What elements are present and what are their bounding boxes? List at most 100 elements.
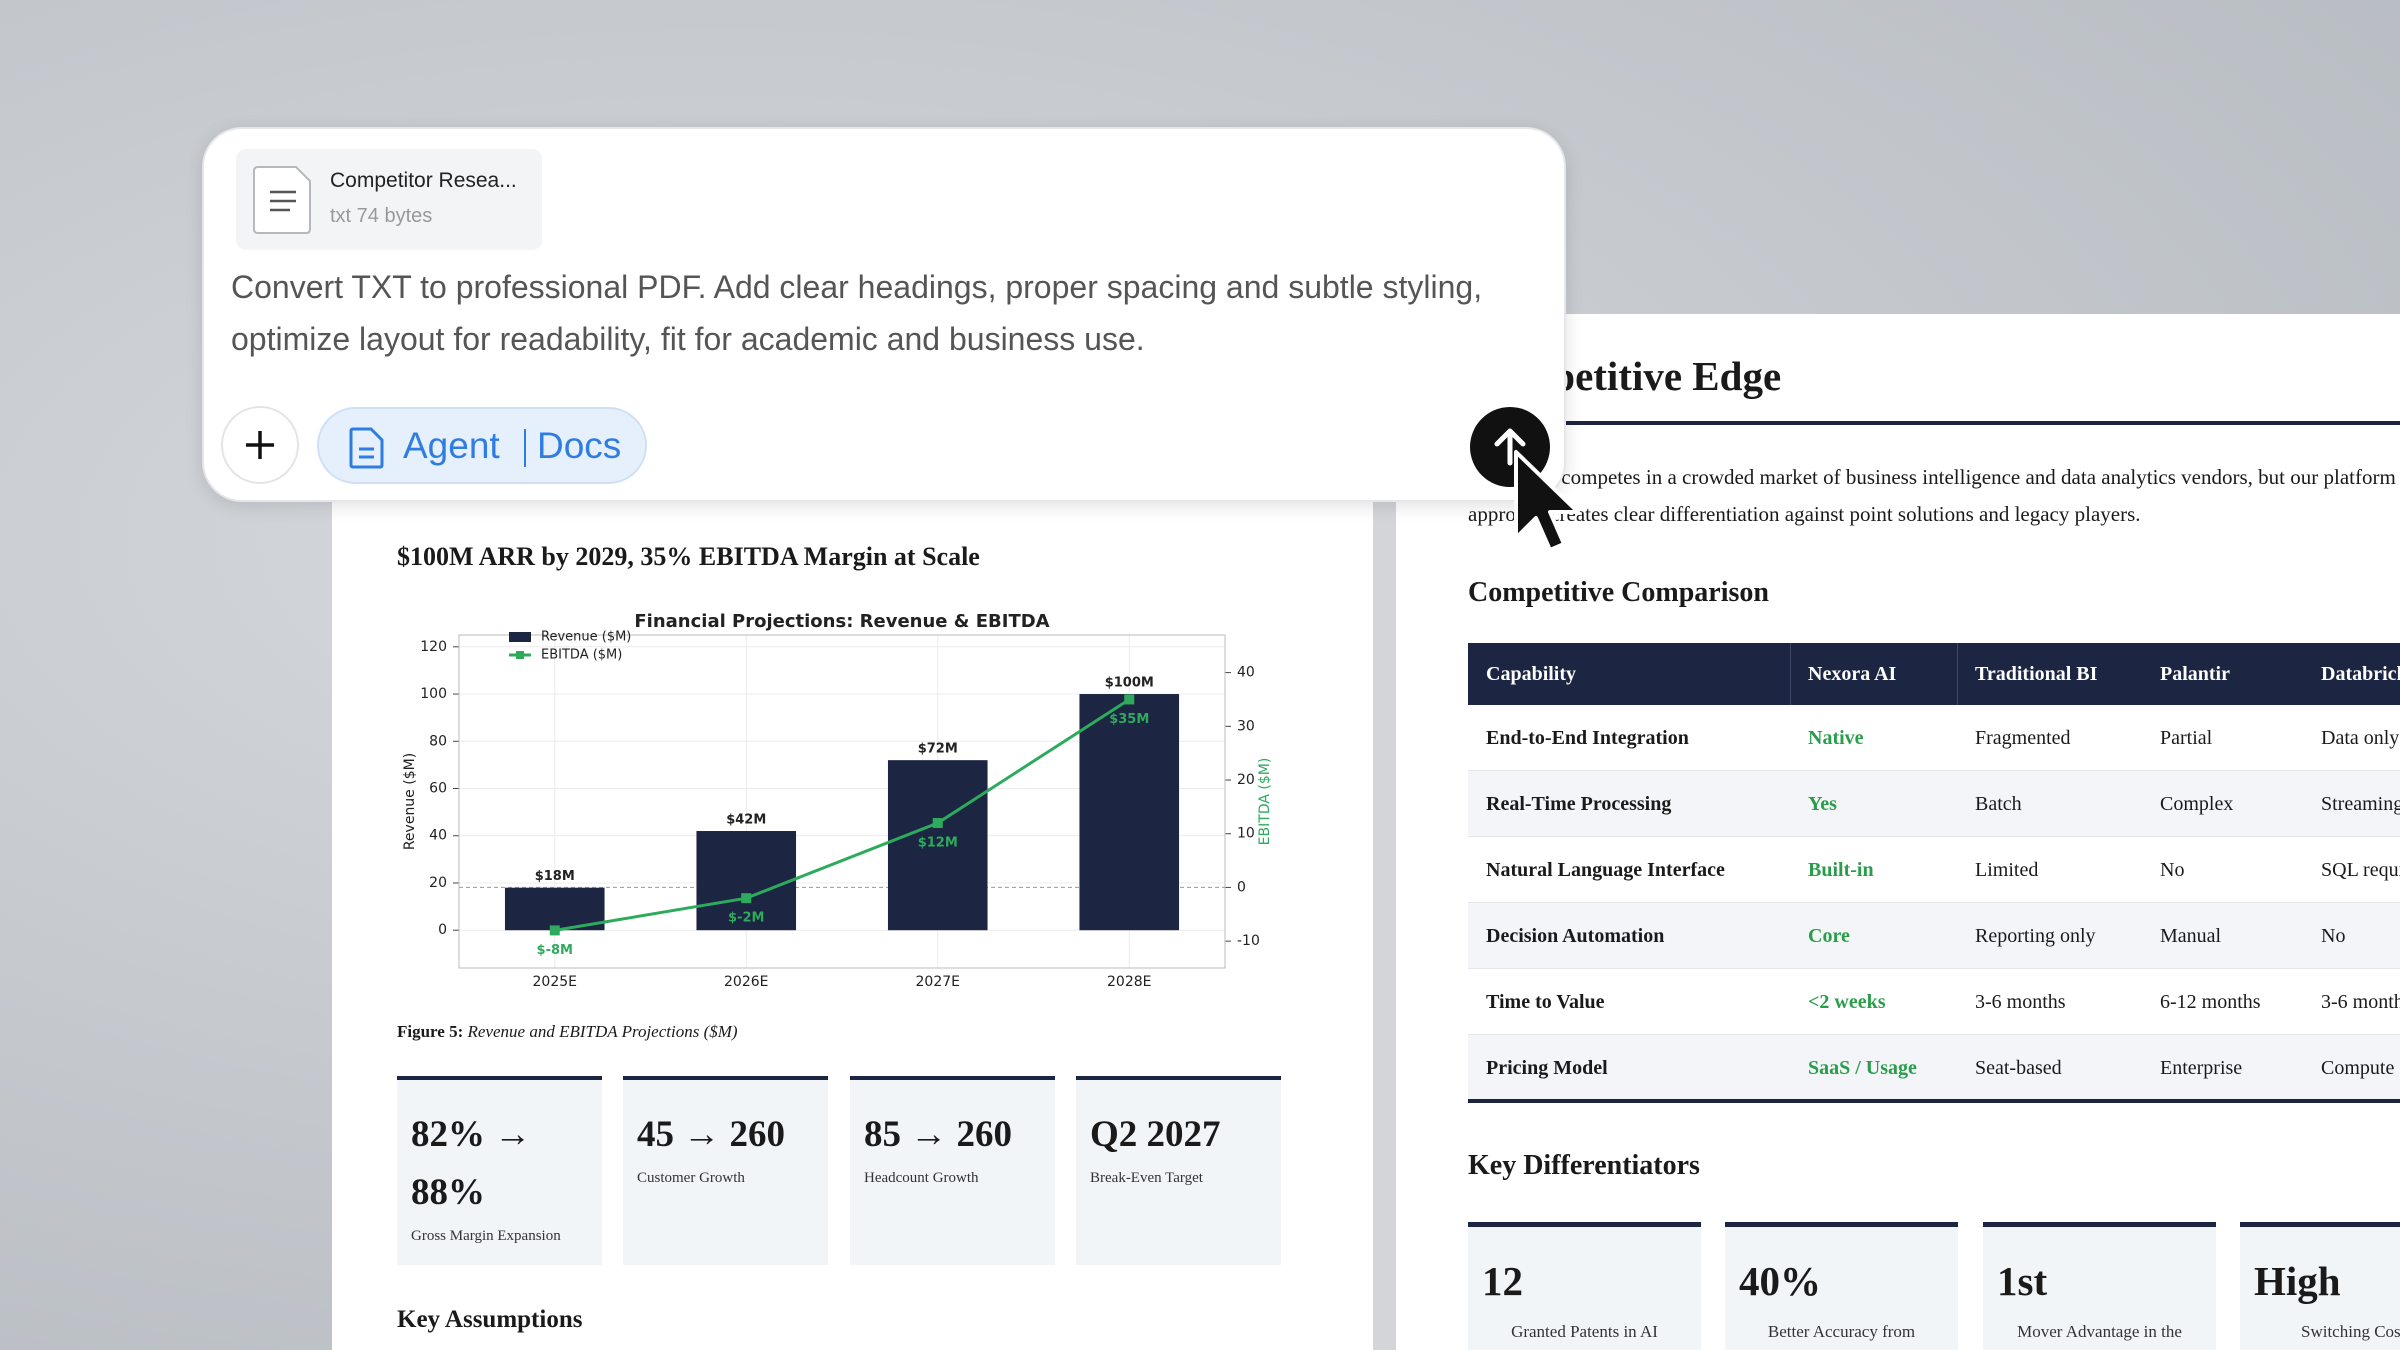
table-header-cell: Nexora AI (1808, 663, 1897, 685)
table-cell: Partial (2160, 727, 2213, 749)
section-heading: Key Assumptions (397, 1306, 583, 1333)
table-cell: Batch (1975, 793, 2022, 815)
bar (696, 831, 797, 931)
figure-caption: Figure 5: Revenue and EBITDA Projections… (397, 1022, 738, 1042)
line-value-label: $12M (918, 835, 958, 850)
x-tick-label: 2027E (916, 974, 960, 990)
y2-tick-label: 40 (1237, 665, 1255, 681)
card-label: Switching Costs (2301, 1322, 2400, 1341)
plot-frame (458, 634, 1226, 969)
prompt-text[interactable]: Convert TXT to professional PDF. Add cle… (231, 269, 1483, 357)
line-marker (1124, 694, 1135, 705)
y-tick-label: 20 (429, 875, 447, 891)
table-cell: Data only (2321, 727, 2400, 749)
card-value: High (2254, 1258, 2341, 1304)
table-cell: Decision Automation (1486, 925, 1665, 947)
table-title: Competitive Comparison (1468, 577, 1769, 608)
table-cell: 6-12 months (2160, 991, 2261, 1013)
table-cell: Streaming (2321, 793, 2400, 815)
kpi-value: Q2 2027 (1090, 1114, 1221, 1155)
kpi-card: 82% → 88% Gross Margin Expansion (397, 1076, 602, 1265)
arrow-up-icon (1494, 428, 1526, 466)
table-cell: Compute (2321, 1057, 2395, 1079)
table-bottom-rule (1468, 1099, 2400, 1103)
table-cell: Fragmented (1975, 727, 2071, 749)
legend-swatch (509, 632, 531, 642)
table-cell: Yes (1808, 793, 1837, 815)
table-cell: Enterprise (2160, 1057, 2243, 1079)
line-marker (741, 893, 752, 904)
line (554, 698, 1131, 932)
kpi-card: 45 → 260 Customer Growth (623, 1076, 828, 1265)
chart-title: Financial Projections: Revenue & EBITDA (634, 611, 1049, 632)
x-tick-label: 2028E (1107, 974, 1151, 990)
y2-tick-label: 10 (1237, 826, 1255, 842)
send-button[interactable] (1470, 407, 1550, 487)
file-chip[interactable]: Competitor Resea... txt 74 bytes (236, 149, 542, 250)
legend-label: Revenue ($M) (541, 630, 631, 645)
agent-mode-pill[interactable]: Agent Docs (317, 407, 647, 484)
diff-card: 40% Better Accuracy from (1725, 1222, 1958, 1350)
table-cell: Native (1808, 727, 1864, 749)
table-cell: SaaS / Usage (1808, 1057, 1917, 1079)
right-document: Competitive Edge Nexora AI competes in a… (1396, 314, 2400, 1350)
diff-card: 12 Granted Patents in AI (1468, 1222, 1701, 1350)
table-header-cell: Traditional BI (1975, 663, 2098, 685)
kpi-label: Headcount Growth (864, 1170, 979, 1186)
table-cell: End-to-End Integration (1486, 727, 1689, 749)
agent-label: Agent (403, 425, 500, 466)
table-cell: 3-6 months (1975, 991, 2066, 1013)
bar-value-label: $18M (535, 869, 575, 884)
separator (524, 429, 526, 467)
legend-marker (516, 651, 524, 659)
kpi-card: Q2 2027 Break-Even Target (1076, 1076, 1281, 1265)
y-tick-label: 100 (420, 686, 447, 702)
add-button[interactable] (221, 406, 299, 484)
row-rule (1468, 770, 2400, 771)
line-value-label: $-2M (728, 911, 764, 926)
file-icon (253, 166, 311, 234)
table-cell: Manual (2160, 925, 2222, 947)
y2-axis-label: EBITDA ($M) (1257, 758, 1273, 846)
legend-label: EBITDA ($M) (541, 648, 622, 663)
table-cell: Complex (2160, 793, 2234, 815)
table-cell: Reporting only (1975, 925, 2096, 947)
caption-label: Figure 5: (397, 1022, 464, 1041)
table-cell: Time to Value (1486, 991, 1605, 1013)
file-meta: txt 74 bytes (330, 205, 433, 227)
kpi-label: Break-Even Target (1090, 1170, 1203, 1186)
table-cell: Core (1808, 925, 1850, 947)
table-cell: 3-6 months (2321, 991, 2400, 1013)
bar-value-label: $72M (918, 742, 958, 757)
row-rule (1468, 968, 2400, 969)
y-tick-label: 0 (438, 922, 447, 938)
line-marker (932, 817, 943, 828)
table-header-cell: Capability (1486, 663, 1577, 685)
table-cell: Pricing Model (1486, 1057, 1608, 1079)
file-name: Competitor Resea... (330, 169, 517, 192)
row-shade (1468, 903, 2400, 969)
section-heading: $100M ARR by 2029, 35% EBITDA Margin at … (397, 542, 980, 571)
caption-text: Revenue and EBITDA Projections ($M) (467, 1022, 738, 1041)
diff-card: High Switching Costs (2240, 1222, 2400, 1350)
kpi-card: 85 → 260 Headcount Growth (850, 1076, 1055, 1265)
table-cell: Natural Language Interface (1486, 859, 1725, 881)
doc-icon (349, 427, 384, 469)
comparison-table: Capability Nexora AI Traditional BI Palanti… (1468, 643, 2400, 1103)
row-shade (1468, 1035, 2400, 1101)
y-tick-label: 40 (429, 828, 447, 844)
kpi-value: 82% → 88% (411, 1114, 532, 1213)
kpi-value: 45 → 260 (637, 1114, 785, 1155)
card-value: 40% (1739, 1258, 1821, 1304)
y2-tick-label: -10 (1237, 933, 1260, 949)
table-header-cell: Databricks (2321, 663, 2400, 685)
table-cell: Built-in (1808, 859, 1874, 881)
intro-paragraph: Nexora AI competes in a crowded market o… (1468, 465, 2396, 526)
bar (1079, 694, 1180, 931)
table-cell: SQL required (2321, 859, 2400, 881)
y-tick-label: 80 (429, 733, 447, 749)
header-divider (1790, 643, 1791, 705)
diff-card: 1st Mover Advantage in the (1983, 1222, 2216, 1350)
card-value: 1st (1997, 1258, 2048, 1304)
row-shade (1468, 771, 2400, 837)
